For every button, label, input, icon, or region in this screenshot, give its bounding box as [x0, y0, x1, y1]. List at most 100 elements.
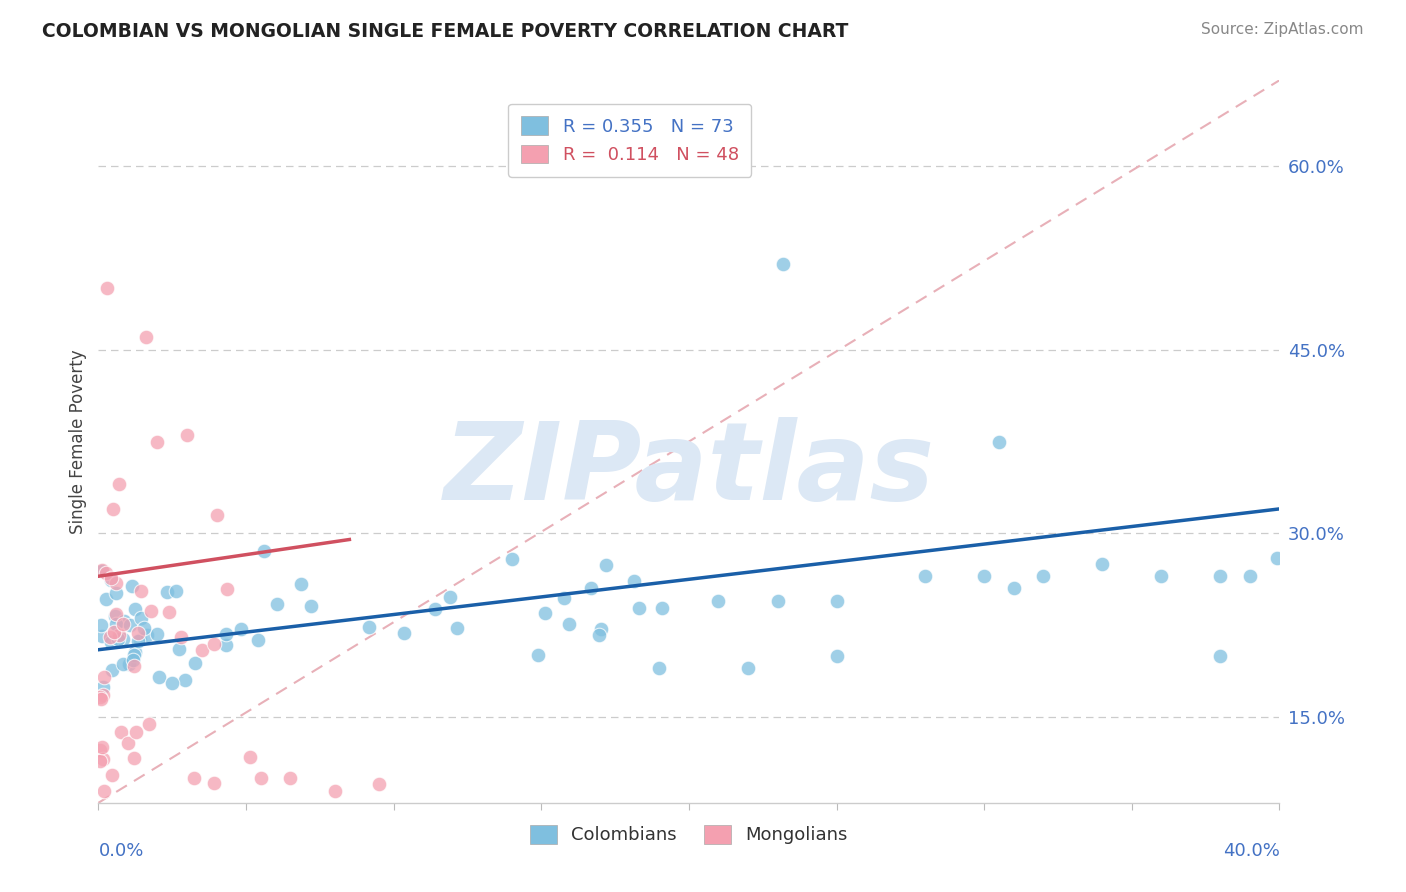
- Point: [90, 692, 112, 706]
- Point: [100, 571, 122, 585]
- Point: [266, 598, 288, 612]
- Point: [204, 637, 226, 651]
- Point: [138, 717, 160, 731]
- Point: [183, 771, 205, 785]
- Point: [146, 434, 169, 449]
- Point: [357, 620, 380, 634]
- Point: [737, 661, 759, 675]
- Point: [129, 584, 152, 599]
- Text: Source: ZipAtlas.com: Source: ZipAtlas.com: [1201, 22, 1364, 37]
- Text: 0.0%: 0.0%: [98, 842, 143, 860]
- Point: [392, 625, 415, 640]
- Point: [146, 627, 169, 641]
- Point: [215, 627, 238, 641]
- Point: [246, 632, 269, 647]
- Point: [1239, 569, 1261, 583]
- Text: COLOMBIAN VS MONGOLIAN SINGLE FEMALE POVERTY CORRELATION CHART: COLOMBIAN VS MONGOLIAN SINGLE FEMALE POV…: [42, 22, 849, 41]
- Point: [118, 657, 141, 671]
- Point: [89, 754, 111, 768]
- Point: [202, 776, 225, 790]
- Point: [280, 772, 302, 786]
- Point: [253, 543, 276, 558]
- Point: [139, 603, 162, 617]
- Point: [110, 725, 132, 739]
- Point: [250, 772, 273, 786]
- Point: [91, 564, 114, 578]
- Point: [215, 639, 238, 653]
- Point: [94, 592, 117, 607]
- Point: [93, 783, 115, 797]
- Point: [772, 257, 794, 271]
- Point: [90, 617, 112, 632]
- Text: 40.0%: 40.0%: [1223, 842, 1279, 860]
- Point: [174, 673, 197, 687]
- Point: [132, 622, 155, 636]
- Point: [825, 648, 848, 663]
- Point: [501, 552, 523, 566]
- Point: [98, 630, 121, 644]
- Point: [108, 477, 131, 491]
- Point: [124, 648, 146, 663]
- Point: [553, 591, 575, 606]
- Point: [93, 688, 115, 702]
- Point: [104, 585, 127, 599]
- Point: [825, 593, 848, 607]
- Point: [91, 629, 114, 643]
- Point: [299, 599, 322, 614]
- Point: [124, 724, 146, 739]
- Point: [89, 743, 111, 757]
- Point: [1091, 557, 1114, 571]
- Point: [1209, 648, 1232, 663]
- Point: [160, 675, 183, 690]
- Point: [579, 581, 602, 595]
- Point: [136, 628, 159, 642]
- Legend: Colombians, Mongolians: Colombians, Mongolians: [523, 818, 855, 852]
- Point: [100, 634, 122, 648]
- Point: [973, 569, 995, 583]
- Point: [527, 648, 550, 662]
- Point: [1150, 569, 1173, 583]
- Point: [122, 659, 145, 673]
- Point: [217, 582, 239, 596]
- Point: [323, 783, 346, 797]
- Point: [122, 653, 145, 667]
- Point: [105, 617, 128, 632]
- Point: [101, 768, 124, 782]
- Point: [1265, 550, 1288, 565]
- Point: [127, 625, 149, 640]
- Point: [290, 576, 312, 591]
- Point: [191, 643, 214, 657]
- Point: [651, 601, 673, 615]
- Point: [425, 602, 447, 616]
- Point: [165, 584, 187, 599]
- Point: [623, 574, 645, 588]
- Point: [368, 777, 391, 791]
- Y-axis label: Single Female Poverty: Single Female Poverty: [69, 350, 87, 533]
- Point: [100, 573, 122, 587]
- Point: [156, 585, 179, 599]
- Point: [129, 611, 152, 625]
- Point: [91, 680, 114, 694]
- Point: [589, 622, 612, 636]
- Text: ZIPatlas: ZIPatlas: [443, 417, 935, 524]
- Point: [157, 605, 180, 619]
- Point: [766, 593, 789, 607]
- Point: [101, 663, 124, 677]
- Point: [127, 634, 149, 648]
- Point: [205, 508, 228, 522]
- Point: [1209, 569, 1232, 583]
- Point: [89, 690, 111, 705]
- Point: [557, 616, 579, 631]
- Point: [91, 752, 114, 766]
- Point: [90, 739, 112, 754]
- Point: [117, 736, 139, 750]
- Point: [111, 632, 134, 647]
- Point: [112, 616, 135, 631]
- Point: [94, 566, 117, 581]
- Point: [90, 563, 112, 577]
- Point: [93, 670, 115, 684]
- Point: [588, 628, 610, 642]
- Point: [914, 569, 936, 583]
- Point: [239, 750, 262, 764]
- Point: [121, 578, 143, 592]
